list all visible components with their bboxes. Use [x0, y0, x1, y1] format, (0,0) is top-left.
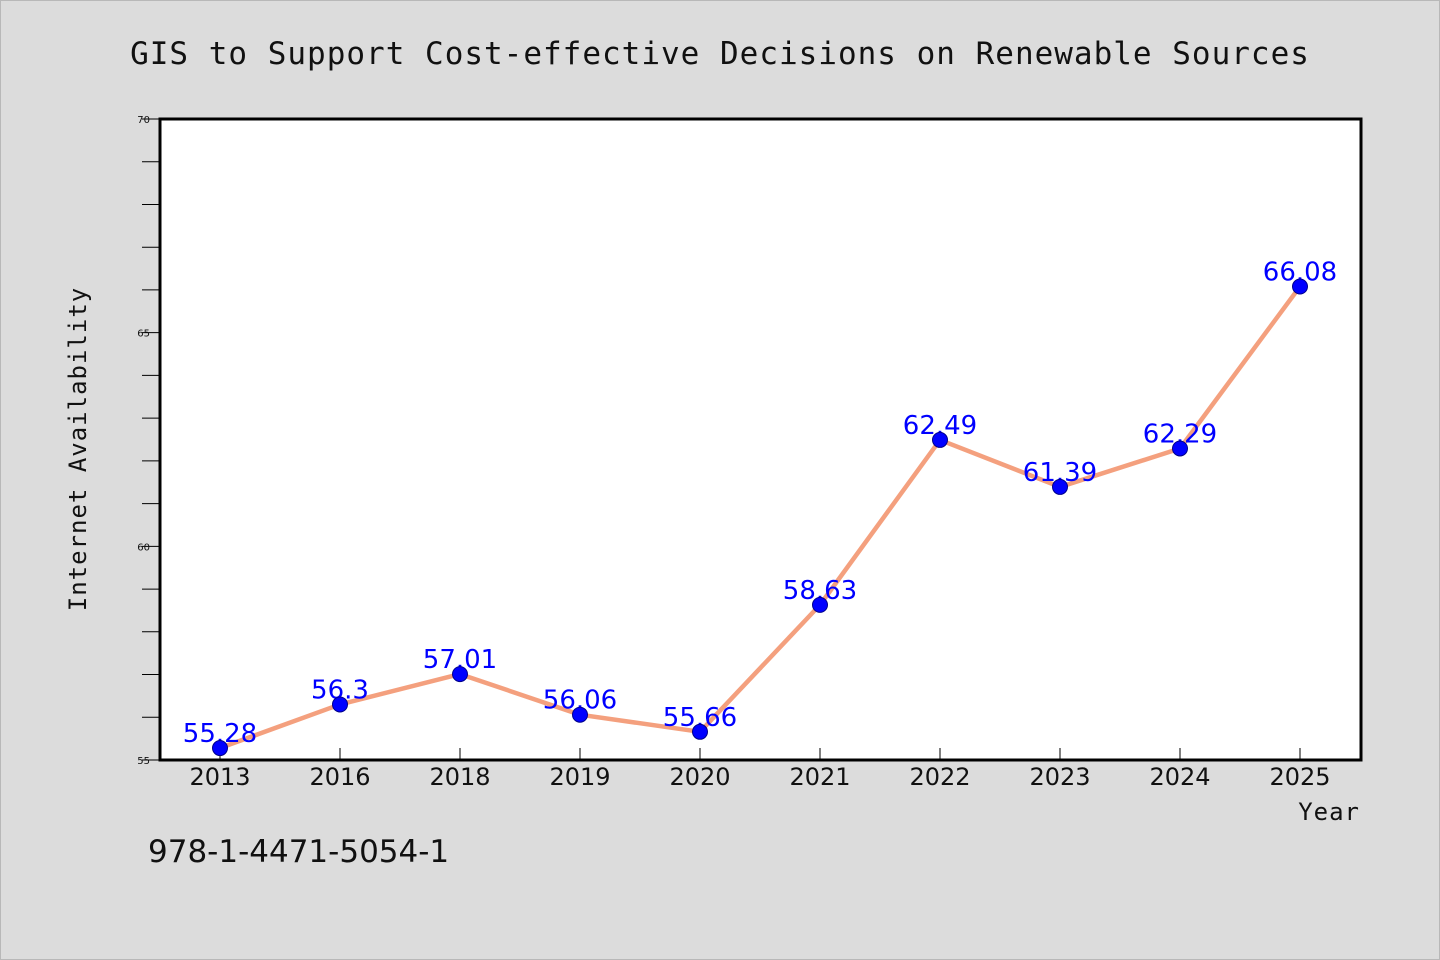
- y-axis-title: Internet Availability: [64, 287, 92, 611]
- data-point-marker: [452, 666, 468, 683]
- data-markers: [212, 278, 1308, 757]
- x-tick-label: 2025: [1269, 763, 1330, 791]
- x-axis-ticks: [219, 748, 1301, 760]
- series-line-group: [217, 284, 1303, 751]
- y-tick-label: 55: [137, 756, 150, 767]
- data-point-marker: [572, 706, 588, 723]
- chart-title: GIS to Support Cost-effective Decisions …: [130, 36, 1310, 72]
- data-point-marker: [692, 723, 708, 740]
- y-tick-label: 65: [137, 329, 150, 340]
- x-axis-tick-labels: 2013 2016 2018 2019 2020 2021 2022 2023 2024 2025: [189, 763, 1330, 791]
- series-line: [217, 284, 1303, 751]
- isbn-footer: 978-1-4471-5054-1: [148, 834, 450, 870]
- plot-area: [158, 117, 1363, 762]
- x-tick-label: 2019: [549, 763, 610, 791]
- data-point-marker: [1052, 478, 1068, 495]
- x-tick-label: 2023: [1029, 763, 1090, 791]
- x-tick-label: 2018: [429, 763, 490, 791]
- y-tick-label: 70: [137, 115, 150, 126]
- data-point-marker: [332, 696, 348, 713]
- x-tick-label: 2013: [189, 763, 250, 791]
- x-tick-label: 2021: [789, 763, 850, 791]
- data-point-marker: [932, 431, 948, 448]
- x-tick-label: 2020: [669, 763, 730, 791]
- x-tick-label: 2022: [909, 763, 970, 791]
- x-tick-label: 2016: [309, 763, 370, 791]
- data-point-marker: [1292, 278, 1308, 295]
- data-labels: 55.2856.357.0156.0655.6658.6362.4961.396…: [183, 258, 1337, 750]
- x-tick-label: 2024: [1149, 763, 1210, 791]
- x-axis-title: Year: [1298, 798, 1360, 826]
- y-tick-label: 60: [137, 542, 150, 553]
- data-point-marker: [212, 740, 228, 757]
- y-axis-tick-labels: 55 60 65 70: [137, 115, 150, 767]
- data-point-marker: [1172, 440, 1188, 457]
- y-axis-minor-ticks: [142, 118, 160, 761]
- data-point-marker: [812, 596, 828, 613]
